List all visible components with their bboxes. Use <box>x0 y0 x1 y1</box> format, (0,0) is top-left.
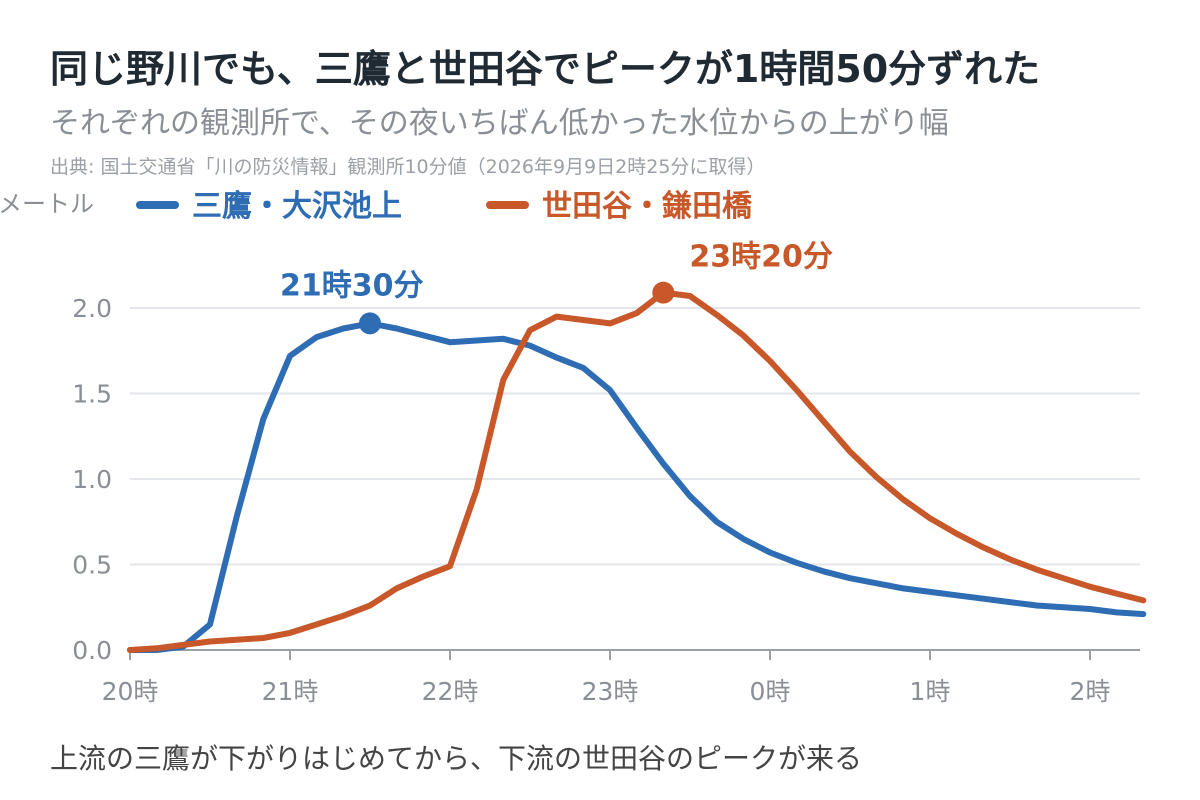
y-tick-label: 1.0 <box>72 465 112 494</box>
chart-subtitle: それぞれの観測所で、その夜いちばん低かった水位からの上がり幅 <box>50 106 949 141</box>
x-tick-label: 22時 <box>422 677 479 706</box>
x-tick-label: 2時 <box>1070 677 1111 706</box>
series-line-1 <box>127 289 1147 653</box>
y-tick-label: 0.0 <box>72 636 112 665</box>
x-tick-label: 1時 <box>910 677 951 706</box>
x-tick-label: 21時 <box>262 677 319 706</box>
axes: 0.0 0.5 1.0 1.5 2.0 20時 21時 22時 23時 0時 1時 2時 メートル <box>0 190 1140 706</box>
peak-marker-1 <box>652 281 675 304</box>
peak-marker-0 <box>359 312 381 335</box>
source-note: 出典: 国土交通省「川の防災情報」観測所10分値（2026年9月9日2時25分に… <box>50 156 766 178</box>
chart-caption: 上流の三鷹が下がりはじめてから、下流の世田谷のピークが来る <box>50 742 863 775</box>
x-tick-label: 23時 <box>582 677 639 706</box>
y-tick-label: 1.5 <box>72 380 112 409</box>
peak-labels: 21時30分 23時20分 <box>280 240 833 304</box>
y-tick-label: 2.0 <box>72 294 112 323</box>
peak-label-1: 23時20分 <box>689 240 833 275</box>
legend: 三鷹・大沢池上 世田谷・鎌田橋 <box>136 189 753 224</box>
series-line-0 <box>127 320 1147 653</box>
x-tick-label: 0時 <box>750 677 791 706</box>
peak-label-0: 21時30分 <box>280 268 424 303</box>
legend-label-0: 三鷹・大沢池上 <box>192 189 402 224</box>
y-tick-label: 0.5 <box>72 551 112 580</box>
grid-lines <box>130 307 1140 566</box>
chart-title: 同じ野川でも、三鷹と世田谷でピークが1時間50分ずれた <box>50 47 1041 91</box>
x-tick-label: 20時 <box>102 677 159 706</box>
series-lines <box>127 281 1147 653</box>
y-unit-label: メートル <box>0 190 94 218</box>
legend-label-1: 世田谷・鎌田橋 <box>542 189 753 224</box>
